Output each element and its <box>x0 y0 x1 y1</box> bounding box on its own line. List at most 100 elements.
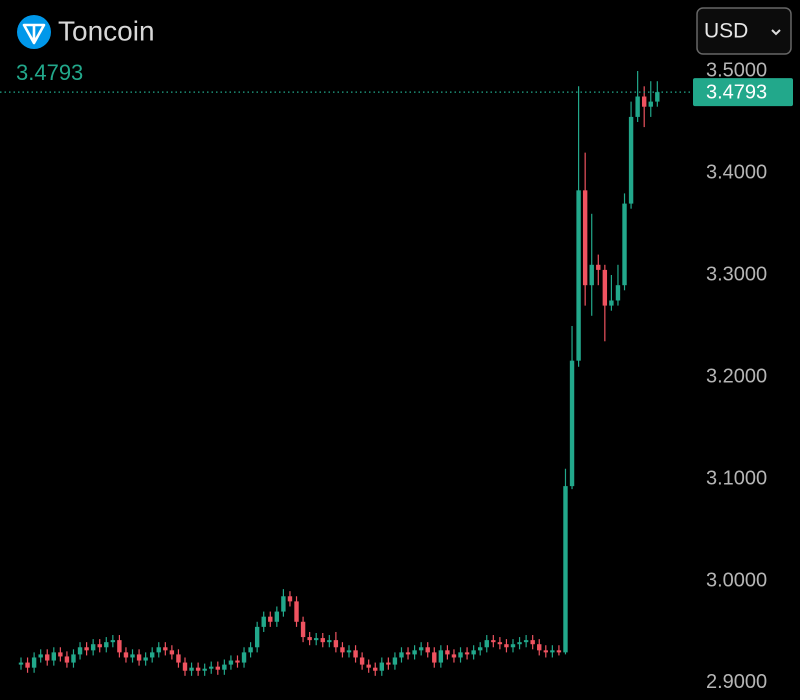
candle-body <box>491 640 496 643</box>
candle-body <box>464 652 470 655</box>
candle-body <box>642 96 647 107</box>
candle-body <box>327 640 332 643</box>
candle-body <box>281 596 286 612</box>
y-tick-label: 2.9000 <box>706 671 767 693</box>
candle-body <box>254 626 260 648</box>
candle-body <box>71 654 76 663</box>
currency-select[interactable]: USD <box>696 7 792 55</box>
candle-body <box>602 269 608 306</box>
candle-body <box>379 662 384 671</box>
candle-body <box>136 654 142 661</box>
candle-body <box>150 652 155 658</box>
candle-body <box>432 652 437 663</box>
candle-body <box>438 650 444 663</box>
candle-body <box>268 616 273 622</box>
y-tick-label: 3.2000 <box>706 365 767 387</box>
candle-body <box>228 660 234 665</box>
candle-body <box>353 650 358 658</box>
candle-body <box>97 644 102 648</box>
candle-body <box>550 650 555 653</box>
candle-body <box>248 647 253 653</box>
candle-body <box>169 650 175 655</box>
currency-label[interactable]: USD <box>704 20 748 43</box>
last-price-badge <box>693 78 793 107</box>
candle-body <box>582 190 588 286</box>
candle-body <box>405 652 411 655</box>
candle-body <box>615 285 621 301</box>
candle-body <box>497 642 503 645</box>
y-tick-label: 3.0000 <box>706 569 767 591</box>
candle-body <box>648 101 653 107</box>
candle-body <box>517 642 522 645</box>
candle-body <box>202 668 207 671</box>
candle-body <box>510 644 516 648</box>
y-tick-label: 3.5000 <box>706 59 767 81</box>
candle-body <box>563 486 568 653</box>
candle-body <box>373 667 378 671</box>
candle-body <box>543 650 548 653</box>
candle-body <box>366 664 371 668</box>
candle-body <box>556 650 562 653</box>
candle-body <box>215 666 220 670</box>
candle-body <box>530 640 535 645</box>
candle-body <box>569 360 575 487</box>
candle-body <box>209 666 214 669</box>
candle-body <box>176 654 181 663</box>
candle-body <box>635 96 640 117</box>
candle-body <box>84 647 89 651</box>
candle-body <box>143 657 148 661</box>
y-tick-label: 3.4000 <box>706 161 767 183</box>
last-price-label: 3.4793 <box>706 81 767 103</box>
candle-body <box>130 654 135 658</box>
candle-body <box>445 650 450 655</box>
candle-body <box>576 190 581 361</box>
candle-body <box>622 203 627 286</box>
candle-body <box>504 644 509 648</box>
candle-body <box>222 664 227 670</box>
candle-body <box>163 647 168 651</box>
candle-body <box>235 660 240 663</box>
candle-body <box>609 300 614 306</box>
y-tick-label: 3.3000 <box>706 263 767 285</box>
candle-body <box>340 647 345 653</box>
candle-body <box>314 638 319 641</box>
candle-body <box>418 647 424 651</box>
candle-body <box>307 637 312 641</box>
candle-body <box>478 647 483 651</box>
candle-body <box>287 596 293 602</box>
candle-body <box>451 654 457 658</box>
logo <box>17 15 51 49</box>
candle-body <box>392 657 398 665</box>
candle-body <box>346 650 352 653</box>
candle-body <box>25 662 30 668</box>
candle-body <box>18 662 24 665</box>
candle-body <box>90 644 96 651</box>
candle-body <box>110 640 116 643</box>
candle-body <box>241 652 247 663</box>
candle-body <box>31 657 37 668</box>
candle-body <box>458 652 463 658</box>
candle-body <box>655 92 660 102</box>
y-tick-label: 3.1000 <box>706 467 767 489</box>
candle-body <box>45 654 50 661</box>
candle-body <box>628 116 634 204</box>
candle-body <box>58 652 63 657</box>
candle-body <box>189 667 194 671</box>
candle-body <box>523 640 529 643</box>
candle-body <box>77 647 83 655</box>
candle-body <box>359 657 365 665</box>
candle-body <box>274 611 280 622</box>
candle-body <box>195 667 201 671</box>
candle-body <box>38 654 43 658</box>
candle-body <box>64 656 70 663</box>
candle-body <box>320 638 325 643</box>
candle-body <box>386 662 391 665</box>
candle-body <box>484 640 489 648</box>
candle-body <box>294 601 299 622</box>
chart-title: Toncoin <box>58 15 155 46</box>
candle-body <box>261 616 266 627</box>
candle-body <box>596 264 601 270</box>
